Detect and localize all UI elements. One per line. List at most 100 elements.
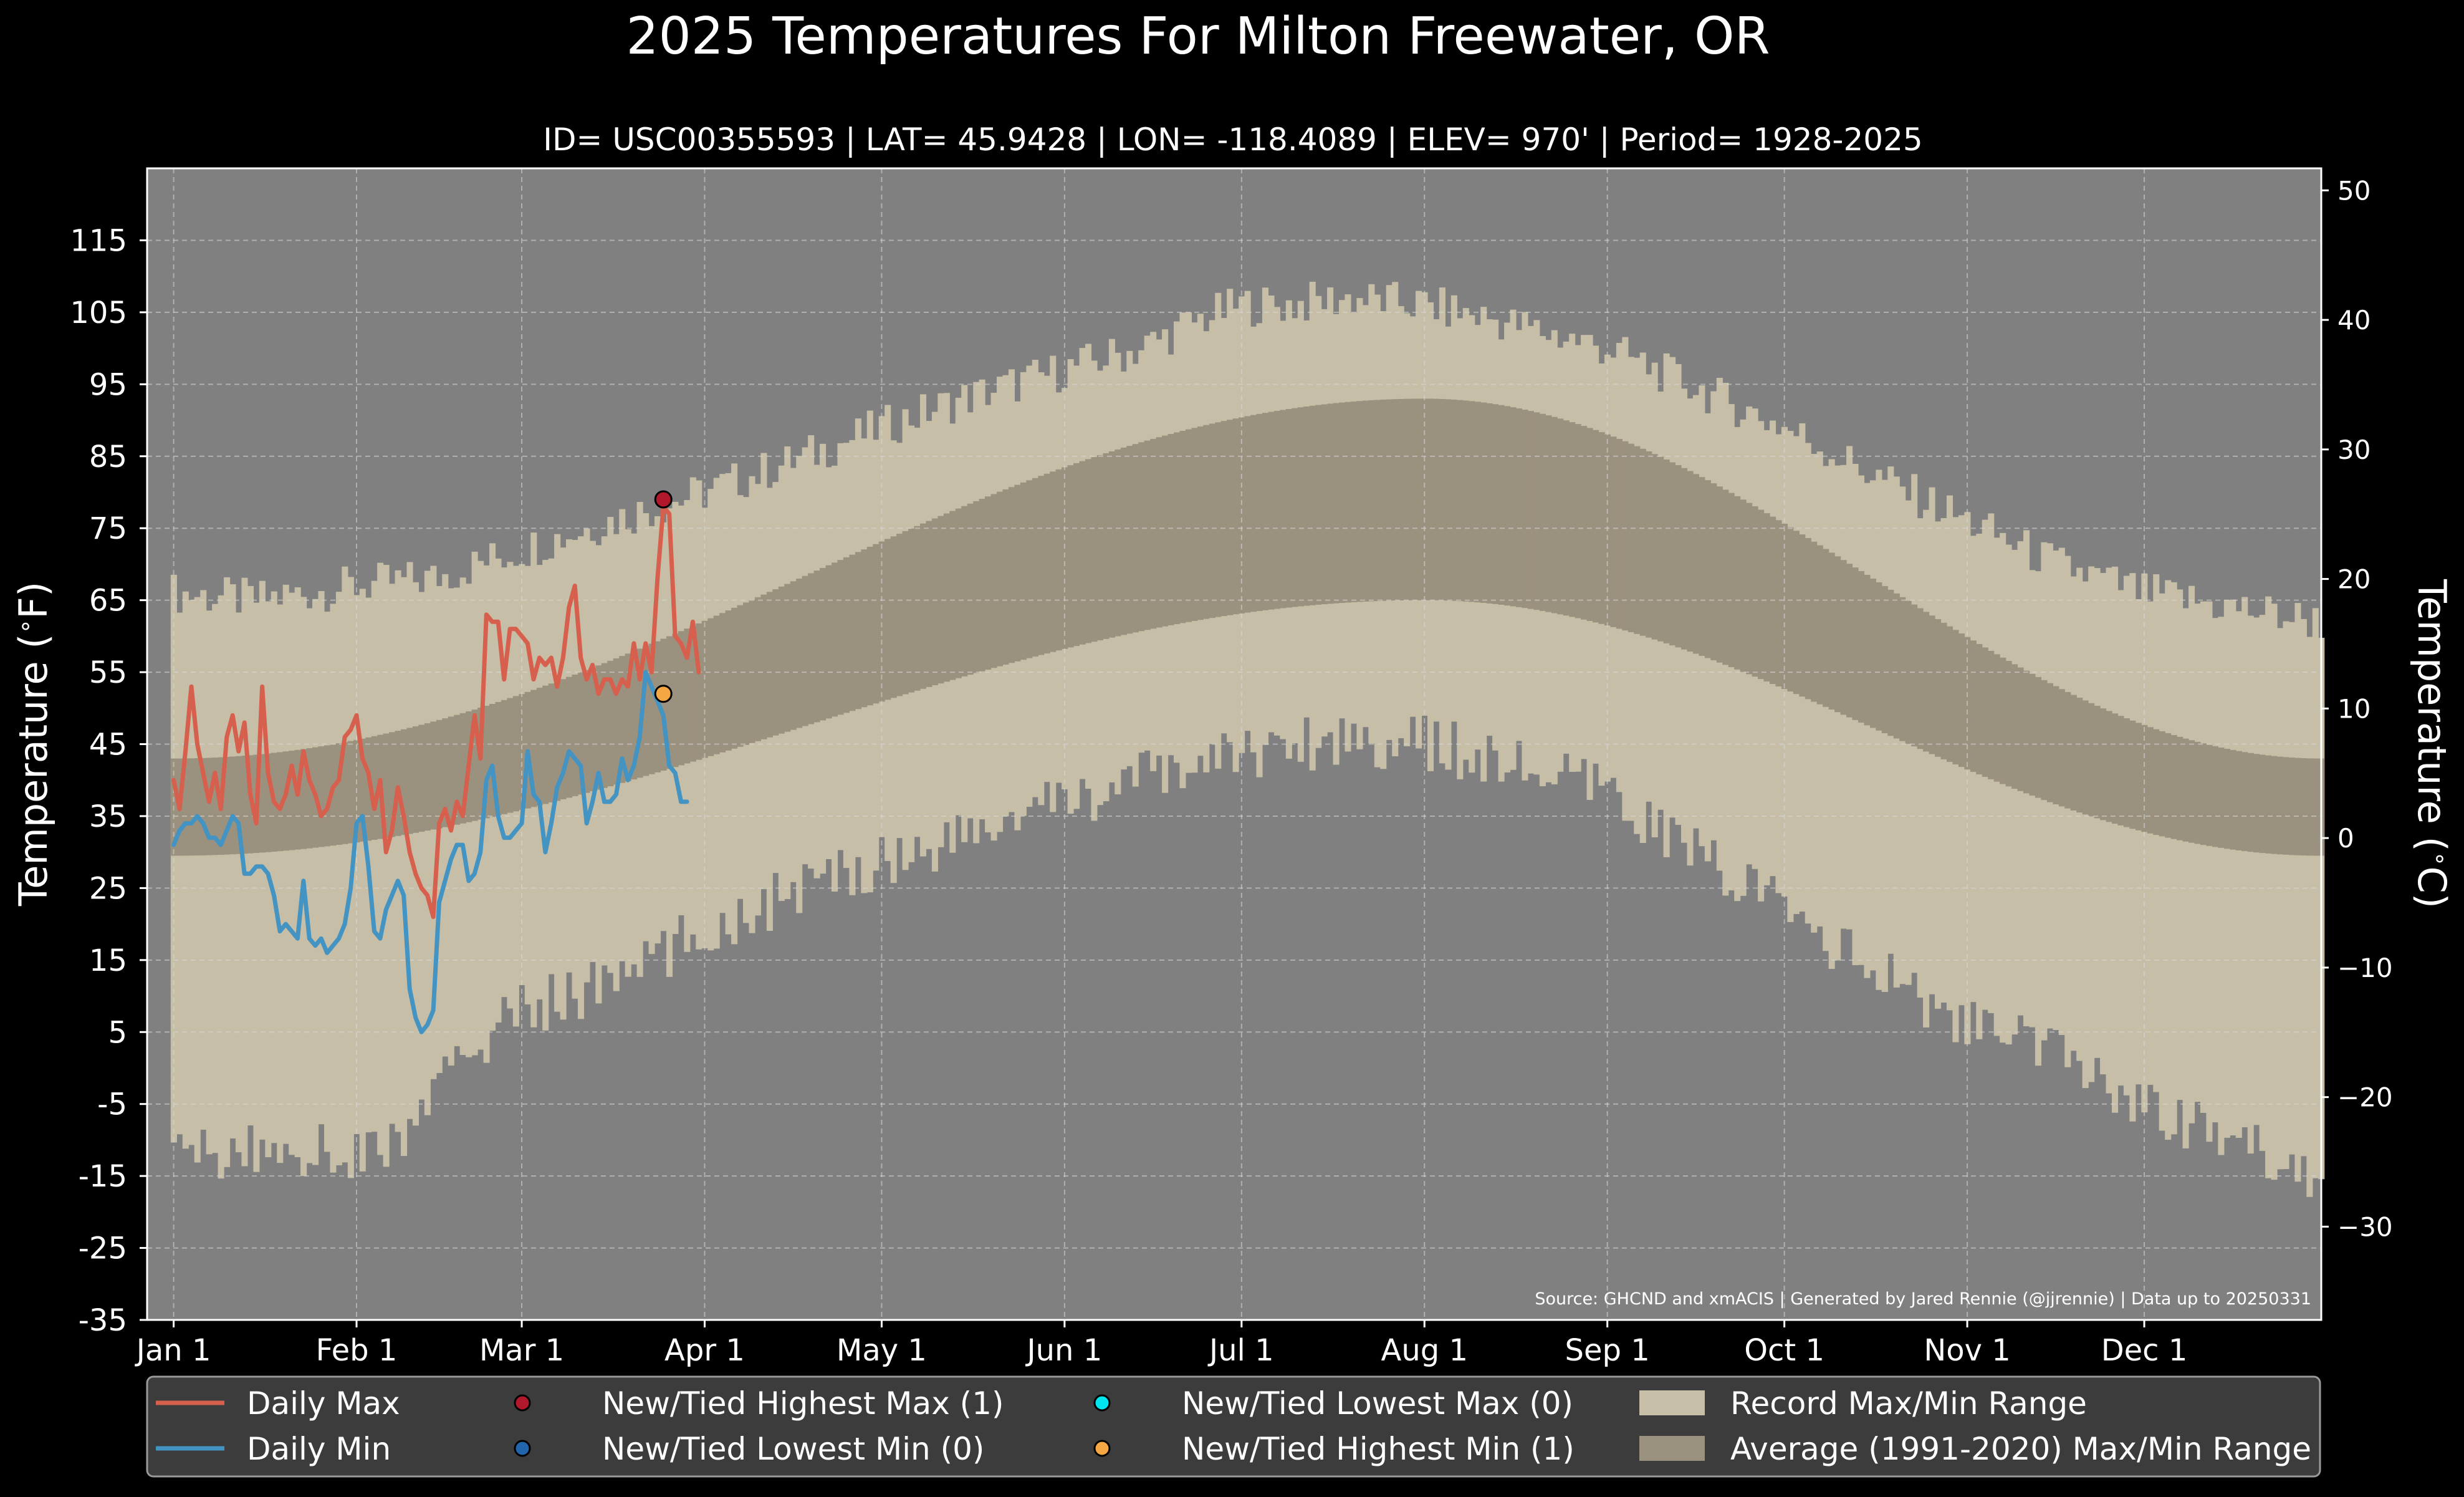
normal-range-bar — [1793, 531, 1800, 695]
record-range-bar — [2182, 608, 2189, 1148]
normal-range-bar — [943, 513, 950, 682]
normal-range-bar — [418, 724, 425, 832]
normal-range-bar — [501, 700, 507, 814]
normal-range-bar — [825, 565, 832, 719]
normal-range-bar — [2218, 747, 2225, 848]
record-range-bar — [2306, 637, 2313, 1197]
normal-range-bar — [1256, 413, 1263, 612]
normal-range-bar — [1887, 589, 1894, 736]
normal-range-bar — [1557, 418, 1564, 615]
record-range-bar — [1935, 521, 1942, 1009]
normal-range-bar — [955, 508, 962, 678]
x-tick-label: Jan 1 — [135, 1333, 211, 1368]
normal-range-bar — [395, 731, 401, 836]
normal-range-bar — [1752, 506, 1758, 677]
normal-range-bar — [194, 758, 201, 856]
normal-range-bar — [2106, 711, 2112, 822]
normal-range-bar — [495, 701, 502, 816]
chart-subtitle: ID= USC00355593 | LAT= 45.9428 | LON= -1… — [543, 122, 1922, 158]
record-range-bar — [200, 590, 207, 1130]
x-tick-label: Aug 1 — [1381, 1333, 1468, 1368]
normal-range-bar — [2070, 695, 2077, 811]
normal-range-bar — [672, 633, 679, 768]
normal-range-bar — [666, 636, 673, 769]
normal-range-bar — [1380, 399, 1387, 601]
record-range-bar — [2088, 566, 2095, 1082]
record-range-bar — [2070, 576, 2077, 1051]
record-range-bar — [2265, 596, 2272, 1178]
record-range-bar — [2271, 604, 2278, 1180]
normal-range-bar — [2135, 723, 2142, 830]
record-range-bar — [2123, 575, 2130, 1095]
normal-range-bar — [1439, 398, 1445, 601]
normal-range-bar — [831, 562, 838, 717]
normal-range-bar — [660, 638, 667, 771]
normal-range-bar — [1055, 469, 1062, 651]
normal-range-bar — [1126, 446, 1133, 634]
normal-range-bar — [2212, 746, 2218, 847]
normal-range-bar — [1179, 431, 1186, 623]
normal-range-bar — [2247, 753, 2254, 852]
record-range-bar — [1834, 465, 1841, 961]
record-range-bar — [359, 589, 366, 1172]
normal-range-bar — [2182, 738, 2189, 842]
normal-range-bar — [1627, 443, 1634, 632]
normal-range-bar — [371, 736, 378, 840]
normal-range-bar — [2206, 744, 2213, 846]
normal-range-bar — [1085, 459, 1092, 643]
normal-range-bar — [436, 720, 443, 829]
record-range-bar — [2259, 615, 2266, 1151]
record-range-bar — [2288, 622, 2296, 1155]
normal-range-bar — [2082, 700, 2089, 815]
x-tick-label: Oct 1 — [1744, 1333, 1824, 1368]
normal-range-bar — [1699, 477, 1705, 656]
normal-range-bar — [2058, 689, 2065, 807]
normal-range-bar — [1834, 556, 1841, 713]
normal-range-bar — [625, 653, 631, 781]
record-range-bar — [2029, 570, 2036, 1028]
normal-range-bar — [294, 749, 301, 850]
normal-range-bar — [2177, 736, 2184, 840]
record-range-bar — [335, 592, 342, 1165]
left-y-tick-label: 65 — [89, 584, 127, 619]
normal-range-bar — [1250, 415, 1257, 612]
normal-range-bar — [595, 665, 602, 790]
normal-range-bar — [560, 679, 567, 799]
normal-range-bar — [766, 592, 773, 738]
record-range-bar — [2129, 573, 2136, 1122]
normal-range-bar — [914, 526, 921, 691]
normal-range-bar — [454, 715, 461, 825]
normal-range-bar — [2235, 751, 2242, 850]
record-range-bar — [1940, 517, 1947, 1003]
normal-range-bar — [347, 741, 354, 844]
left-y-axis-label: Temperature (∘F) — [11, 582, 56, 907]
normal-range-bar — [772, 589, 779, 736]
normal-range-bar — [1108, 451, 1115, 638]
daily-min-line — [171, 670, 689, 1034]
normal-range-bar — [235, 756, 242, 854]
normal-range-bar — [1492, 404, 1499, 604]
normal-range-bar — [1203, 425, 1210, 619]
normal-range-bar — [424, 723, 431, 831]
normal-range-bar — [784, 584, 791, 732]
record-range-bar — [2188, 585, 2195, 1124]
record-range-bar — [2212, 618, 2218, 1123]
normal-range-bar — [277, 752, 284, 852]
record-range-bar — [324, 611, 331, 1152]
normal-range-bar — [1622, 441, 1629, 631]
x-tick-label: Apr 1 — [664, 1333, 745, 1368]
normal-range-bar — [985, 496, 992, 670]
normal-range-bar — [1469, 401, 1475, 602]
normal-range-bar — [1386, 399, 1393, 601]
normal-range-bar — [1811, 541, 1818, 702]
normal-range-bar — [2170, 734, 2177, 839]
normal-range-bar — [1634, 446, 1641, 634]
record-range-bar — [2064, 556, 2071, 1067]
normal-range-bar — [359, 738, 366, 842]
normal-range-bar — [1474, 402, 1481, 603]
normal-range-bar — [1043, 473, 1050, 654]
left-y-tick-label: -25 — [79, 1231, 127, 1266]
normal-range-bar — [1268, 412, 1275, 610]
normal-range-bar — [1946, 626, 1953, 762]
record-range-bar — [1964, 512, 1971, 1044]
